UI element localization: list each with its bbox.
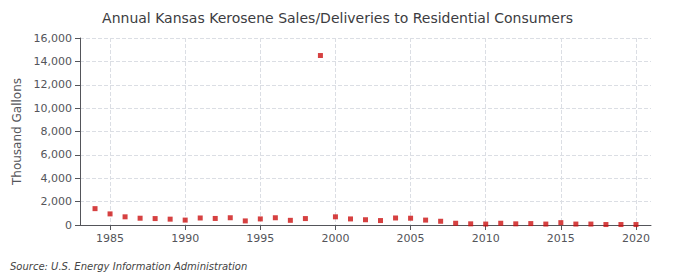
svg-text:0: 0 (65, 219, 72, 232)
svg-text:2010: 2010 (472, 232, 500, 245)
svg-text:16,000: 16,000 (34, 32, 73, 45)
svg-text:2020: 2020 (622, 232, 650, 245)
svg-text:8,000: 8,000 (41, 125, 73, 138)
svg-text:10,000: 10,000 (34, 102, 73, 115)
svg-text:14,000: 14,000 (34, 55, 73, 68)
svg-text:Thousand Gallons: Thousand Gallons (10, 78, 24, 186)
svg-text:Annual Kansas Kerosene Sales/D: Annual Kansas Kerosene Sales/Deliveries … (102, 10, 573, 26)
svg-text:12,000: 12,000 (34, 78, 73, 91)
svg-text:2015: 2015 (547, 232, 575, 245)
svg-text:2,000: 2,000 (41, 195, 73, 208)
svg-text:2000: 2000 (321, 232, 349, 245)
svg-text:1990: 1990 (171, 232, 199, 245)
svg-text:6,000: 6,000 (41, 148, 73, 161)
svg-text:4,000: 4,000 (41, 172, 73, 185)
svg-text:1995: 1995 (246, 232, 274, 245)
svg-text:2005: 2005 (397, 232, 425, 245)
svg-text:1985: 1985 (96, 232, 124, 245)
svg-text:Source: U.S. Energy Informatio: Source: U.S. Energy Information Administ… (10, 261, 247, 272)
